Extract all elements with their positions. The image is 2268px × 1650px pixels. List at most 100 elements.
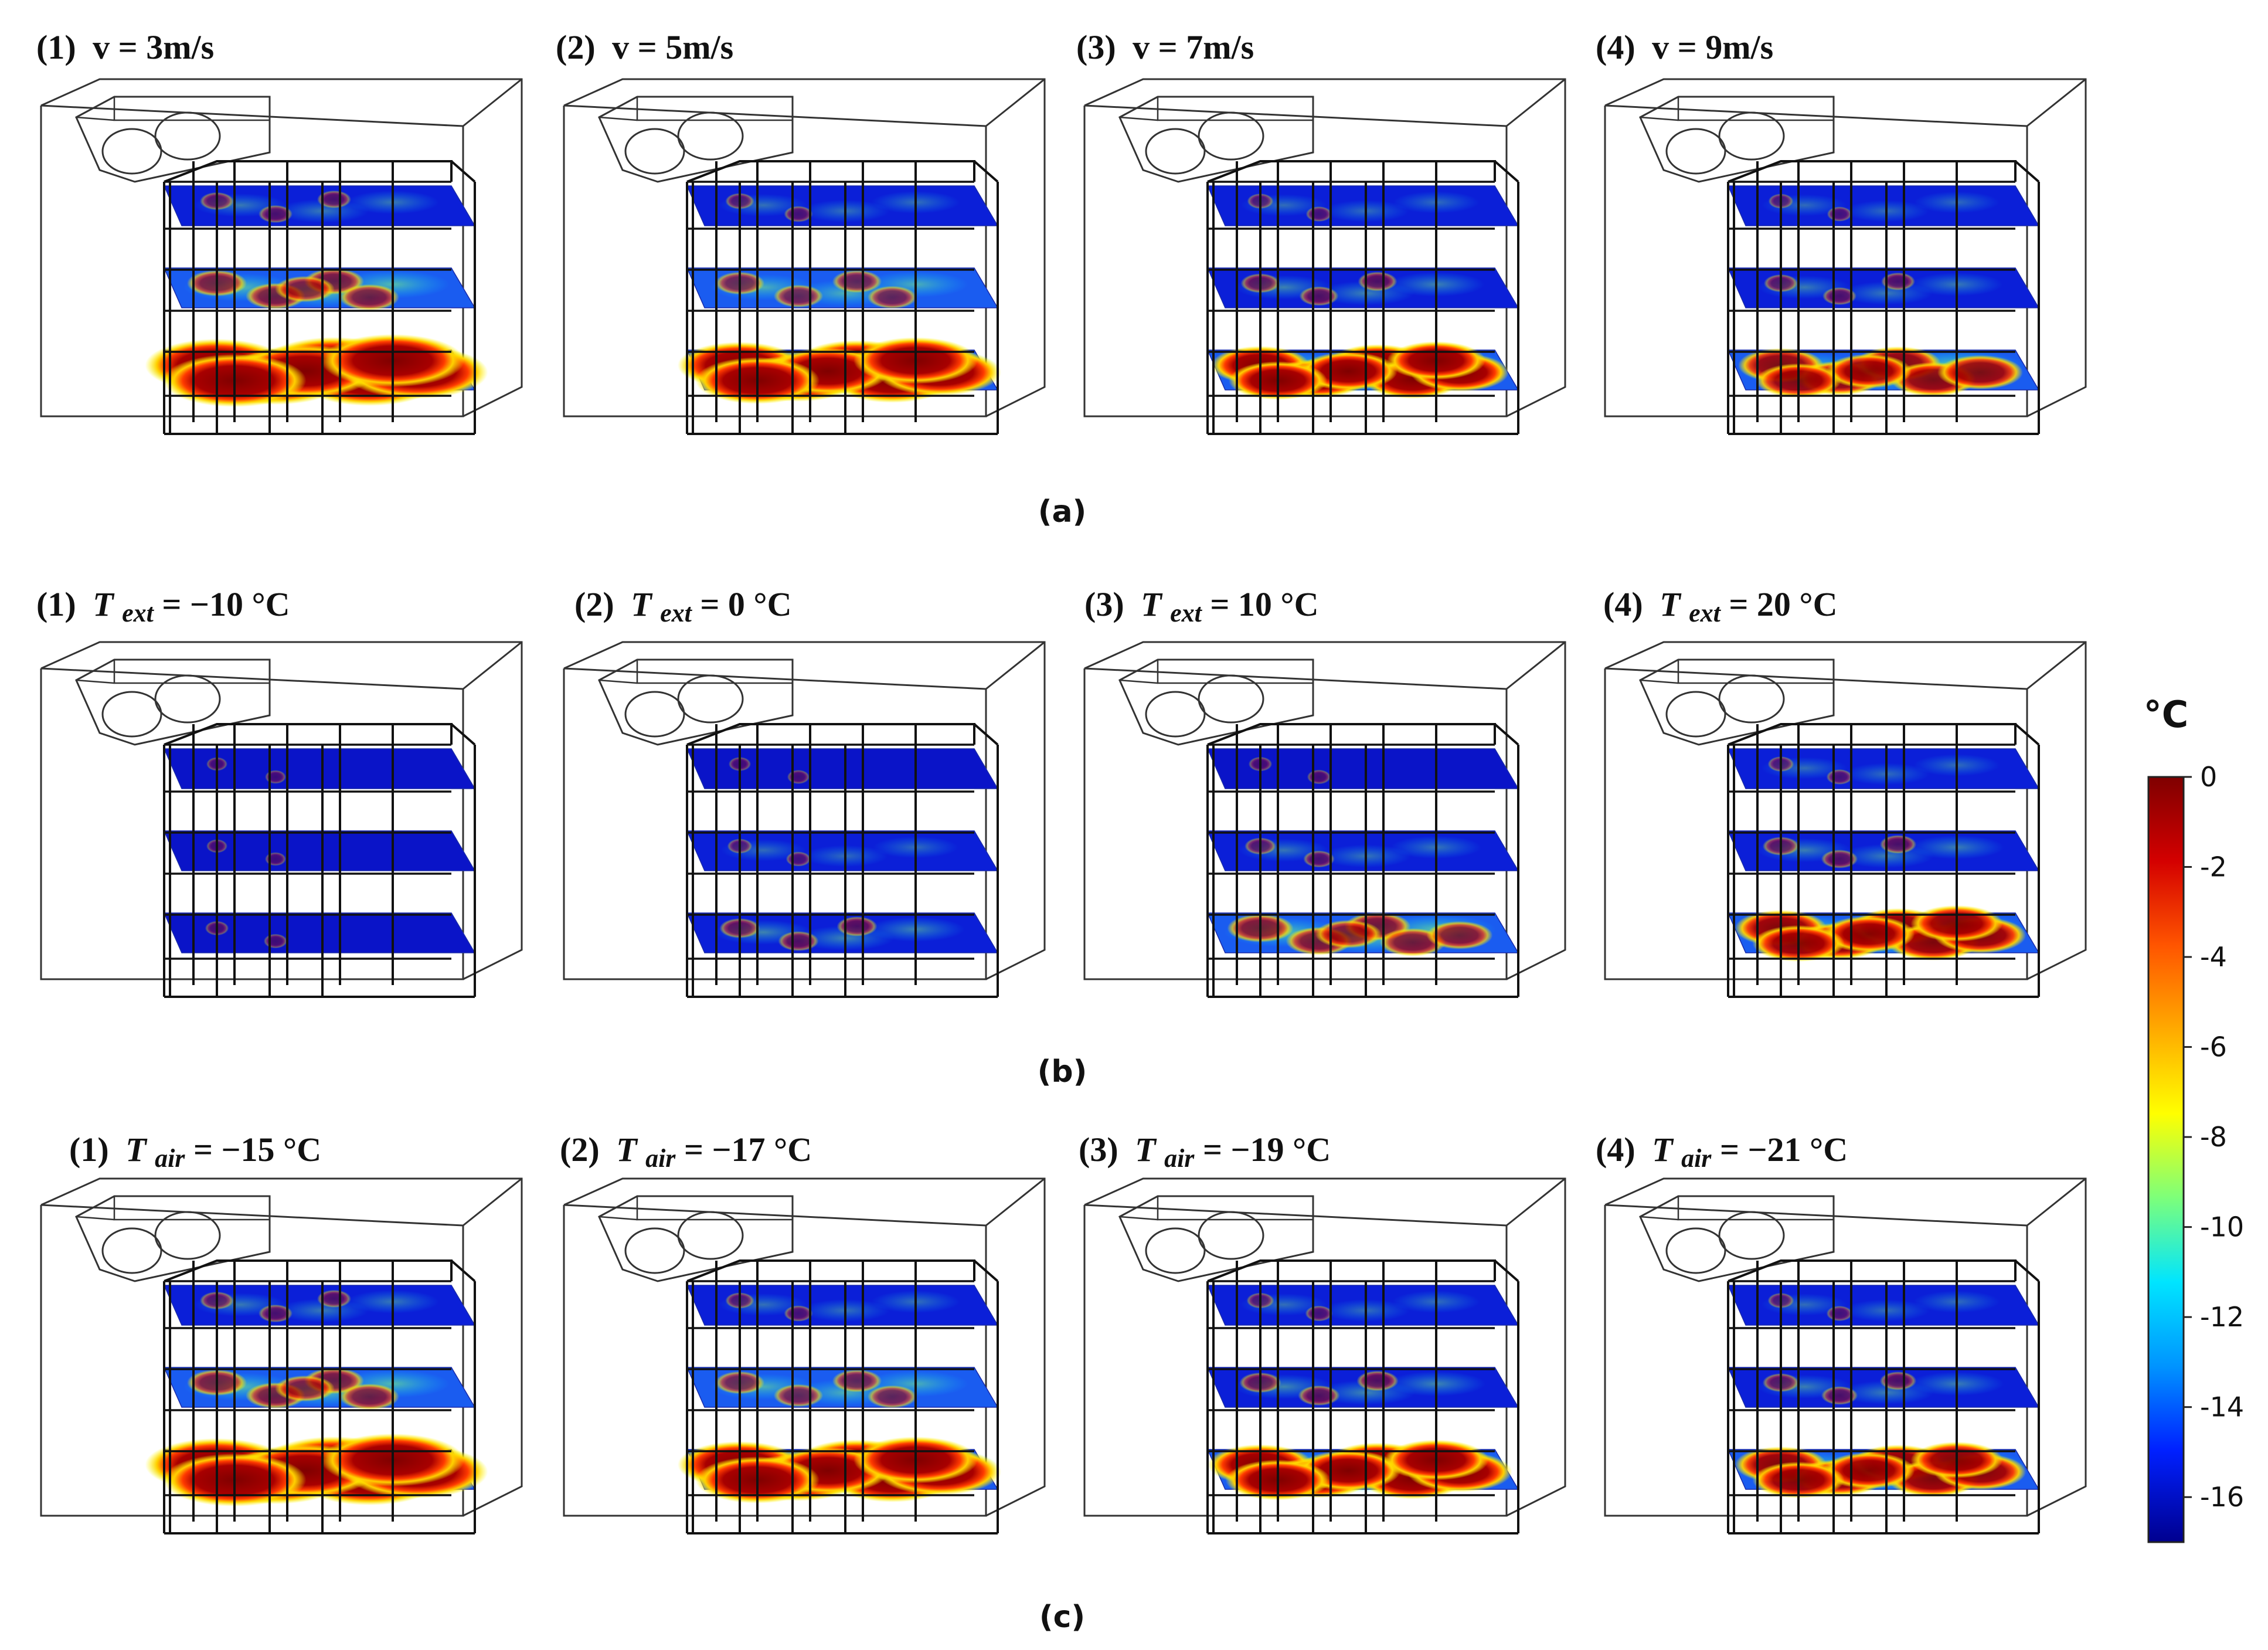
rack-top <box>1728 1259 2017 1282</box>
colorbar-ticks: 0 -2 -4 -6 -8 -10 -12 -14 -16 <box>2184 761 2244 1513</box>
panel-var: T <box>631 585 653 623</box>
panel-label-c2: (2) T air = −17 °C <box>560 1130 812 1174</box>
rack-edge <box>1494 160 1519 183</box>
fan-icon <box>1665 128 1726 175</box>
rack-top <box>686 723 975 746</box>
temperature-slice-2 <box>1206 267 1519 308</box>
rack-edge <box>1494 1259 1519 1282</box>
room-edge <box>1084 104 1507 127</box>
rack-frame <box>163 723 476 998</box>
panel-var: T <box>1141 585 1163 623</box>
panel-num: (4) <box>1603 585 1643 623</box>
panel-sub: ext <box>1689 599 1722 627</box>
warm-region <box>867 286 917 309</box>
rack-top <box>1207 1259 1496 1282</box>
warm-region <box>1299 286 1339 306</box>
fan-icon <box>624 1227 685 1274</box>
evaporator-unit <box>75 658 271 746</box>
room-edge <box>40 104 464 127</box>
fan-icon <box>624 691 685 738</box>
panel-num: (2) <box>574 585 614 623</box>
fan-icon <box>677 111 744 161</box>
panel-var: T <box>1652 1130 1674 1169</box>
temperature-slice-3 <box>163 912 476 953</box>
rack-frame <box>163 160 476 435</box>
temperature-slice-2 <box>163 830 476 871</box>
evaporator-unit <box>1118 96 1314 183</box>
panel-num: (1) <box>36 28 76 66</box>
evaporator-unit <box>598 1195 794 1282</box>
panel-1-1 <box>563 641 1046 998</box>
fan-icon <box>624 128 685 175</box>
rack-frame <box>163 1259 476 1534</box>
room-edge <box>563 104 987 127</box>
panel-value: = −10 °C <box>162 585 290 623</box>
panel-num: (3) <box>1084 585 1124 623</box>
warm-region <box>773 1384 824 1407</box>
room-edge <box>1084 667 1507 690</box>
temperature-slice-2 <box>163 1367 476 1410</box>
warm-region <box>259 1304 293 1323</box>
evaporator-edge <box>1677 97 1834 121</box>
room-edge <box>563 1204 987 1227</box>
rack-edge <box>2014 723 2040 746</box>
rack-top <box>1207 723 1496 746</box>
panel-sub: ext <box>660 599 693 627</box>
colorbar-tick-label: -8 <box>2200 1121 2227 1153</box>
panel-value: = 9m/s <box>1678 28 1774 66</box>
room-edge <box>2026 1177 2086 1227</box>
room-front-edges <box>563 1205 987 1517</box>
fan-icon <box>101 1227 162 1274</box>
panel-num: (4) <box>1596 28 1635 66</box>
rack-top <box>686 160 975 183</box>
warm-region <box>259 205 293 223</box>
panel-label-b3: (3) T ext = 10 °C <box>1084 585 1318 629</box>
room-front-edges <box>40 668 464 980</box>
temperature-slice-1 <box>686 1285 999 1326</box>
room-edge <box>563 667 987 690</box>
fan-icon <box>154 111 221 161</box>
warm-region <box>339 1383 399 1410</box>
temperature-slice-2 <box>163 267 476 311</box>
panel-2-2 <box>1083 1177 1566 1534</box>
room-edge <box>463 78 522 127</box>
rack-edge <box>2014 1259 2040 1282</box>
rack-top <box>1207 160 1496 183</box>
panel-label-c3: (3) T air = −19 °C <box>1079 1130 1331 1174</box>
warm-region <box>1307 769 1331 785</box>
room-edge <box>2026 641 2086 690</box>
warm-region <box>1315 919 1382 949</box>
temperature-slice-3 <box>686 912 999 953</box>
evaporator-unit <box>75 1195 271 1282</box>
evaporator-edge <box>76 1216 115 1221</box>
temperature-slice-1 <box>1727 1285 2040 1326</box>
panel-value: = 7m/s <box>1158 28 1254 66</box>
room-front-edges <box>1604 1205 2028 1517</box>
room-front-edges <box>1083 1205 1508 1517</box>
colorbar-tick-label: -12 <box>2200 1301 2244 1333</box>
evaporator-edge <box>1119 1216 1158 1221</box>
fan-icon <box>1145 691 1206 738</box>
room-edge <box>463 641 522 690</box>
panel-value: = −21 °C <box>1720 1130 1848 1169</box>
evaporator-edge <box>636 1196 793 1221</box>
temperature-slice-3 <box>1206 341 1519 400</box>
panel-var: v <box>612 28 629 66</box>
panel-var: T <box>93 585 115 623</box>
warm-region <box>1305 206 1332 222</box>
colorbar-tick-label: 0 <box>2200 761 2217 793</box>
panel-label-a4: (4) v = 9m/s <box>1596 28 1773 66</box>
evaporator-unit <box>1639 658 1835 746</box>
room-front-edges <box>1604 668 2028 980</box>
warm-region <box>1826 1305 1853 1322</box>
warm-region <box>275 1375 335 1402</box>
fan-icon <box>1665 691 1726 738</box>
evaporator-unit <box>1118 1195 1314 1282</box>
temperature-slice-1 <box>1727 748 2040 789</box>
panel-var: T <box>1135 1130 1157 1169</box>
rack-edge <box>450 160 476 183</box>
row-caption-a: (a) <box>1038 494 1087 529</box>
temperature-slice-1 <box>1727 185 2040 226</box>
warm-region <box>265 770 286 784</box>
rack-edge <box>450 723 476 746</box>
